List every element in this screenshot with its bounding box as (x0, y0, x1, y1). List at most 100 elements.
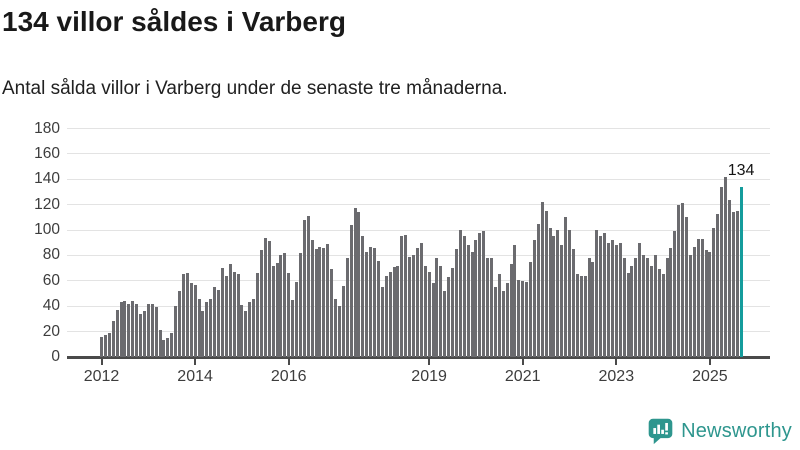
bar (178, 290, 181, 357)
bar (618, 242, 622, 357)
gridline (67, 153, 770, 155)
bar (388, 271, 392, 357)
bar (439, 265, 443, 357)
chart-subtitle: Antal sålda villor i Varberg under de se… (2, 78, 508, 99)
bar (568, 230, 571, 357)
bar (610, 240, 614, 357)
bar (595, 230, 599, 357)
bar (240, 304, 244, 357)
x-axis-label: 2012 (83, 368, 120, 385)
bar (357, 212, 361, 357)
bar (142, 311, 146, 357)
y-axis-label: 100 (34, 221, 60, 239)
bar (170, 332, 174, 357)
gridline (67, 128, 770, 129)
bar (146, 303, 150, 357)
bar (591, 261, 595, 357)
gridline (67, 178, 770, 180)
bar (197, 298, 201, 357)
bar (587, 257, 591, 357)
bar (275, 263, 279, 357)
bar (220, 268, 224, 357)
bar (419, 242, 423, 357)
bar (451, 268, 454, 357)
bar (653, 255, 657, 357)
x-axis-line (67, 356, 770, 359)
newsworthy-logo[interactable]: Newsworthy (647, 417, 792, 445)
bar (224, 275, 228, 357)
bar (334, 298, 337, 357)
bar (669, 247, 673, 357)
bar (232, 271, 236, 357)
x-tick (100, 358, 103, 365)
y-axis-label: 40 (42, 297, 60, 315)
x-axis-label: 2019 (411, 368, 447, 385)
bar (607, 242, 610, 357)
bar (470, 251, 474, 357)
bar (244, 311, 248, 357)
bar (474, 240, 478, 357)
bar (458, 230, 462, 357)
bar (661, 274, 665, 357)
bar (466, 245, 470, 357)
x-tick (287, 358, 290, 365)
bar (603, 232, 607, 357)
bar (326, 244, 330, 357)
bar (657, 269, 661, 357)
bar (380, 287, 384, 357)
bar (462, 236, 466, 357)
bar (505, 283, 509, 357)
gridline (67, 229, 770, 231)
bar (622, 257, 626, 357)
page-title: 134 villor såldes i Varberg (2, 6, 346, 37)
bar (365, 251, 369, 357)
bar (119, 302, 123, 357)
bar (642, 255, 646, 357)
y-axis-label: 60 (42, 271, 60, 289)
bar (486, 257, 490, 357)
bar (509, 264, 513, 357)
y-axis-label: 20 (42, 322, 60, 340)
bar (396, 265, 400, 357)
bar (330, 269, 334, 357)
x-tick (521, 358, 524, 365)
bar (162, 340, 166, 357)
bar (700, 238, 704, 357)
bar (111, 321, 115, 357)
bar (127, 303, 131, 357)
bar (373, 247, 376, 357)
bar (431, 283, 435, 357)
bar (302, 219, 306, 357)
y-axis-label: 140 (34, 170, 60, 188)
bar (345, 257, 349, 357)
y-axis-label: 180 (34, 119, 60, 137)
bar (314, 249, 318, 357)
highlight-value-label: 134 (727, 161, 755, 179)
bar (415, 247, 419, 357)
bar (443, 290, 447, 357)
bar (575, 274, 579, 357)
bar (677, 204, 681, 357)
bar (727, 199, 731, 357)
bar (369, 246, 373, 357)
bar (154, 307, 158, 357)
bar (174, 306, 178, 357)
bar (630, 265, 634, 357)
bar (517, 279, 521, 357)
x-tick (708, 358, 711, 365)
bar (349, 224, 353, 357)
bar (556, 230, 560, 357)
bar (490, 257, 493, 357)
bar (649, 265, 653, 357)
bar (100, 336, 103, 357)
bar (205, 302, 209, 357)
bar (544, 211, 548, 357)
bar (158, 330, 162, 357)
highlight-bar (739, 186, 743, 357)
y-axis-label: 120 (34, 195, 60, 213)
x-tick (615, 358, 618, 365)
bar (681, 203, 685, 357)
bar (384, 275, 388, 357)
bar (724, 176, 727, 357)
